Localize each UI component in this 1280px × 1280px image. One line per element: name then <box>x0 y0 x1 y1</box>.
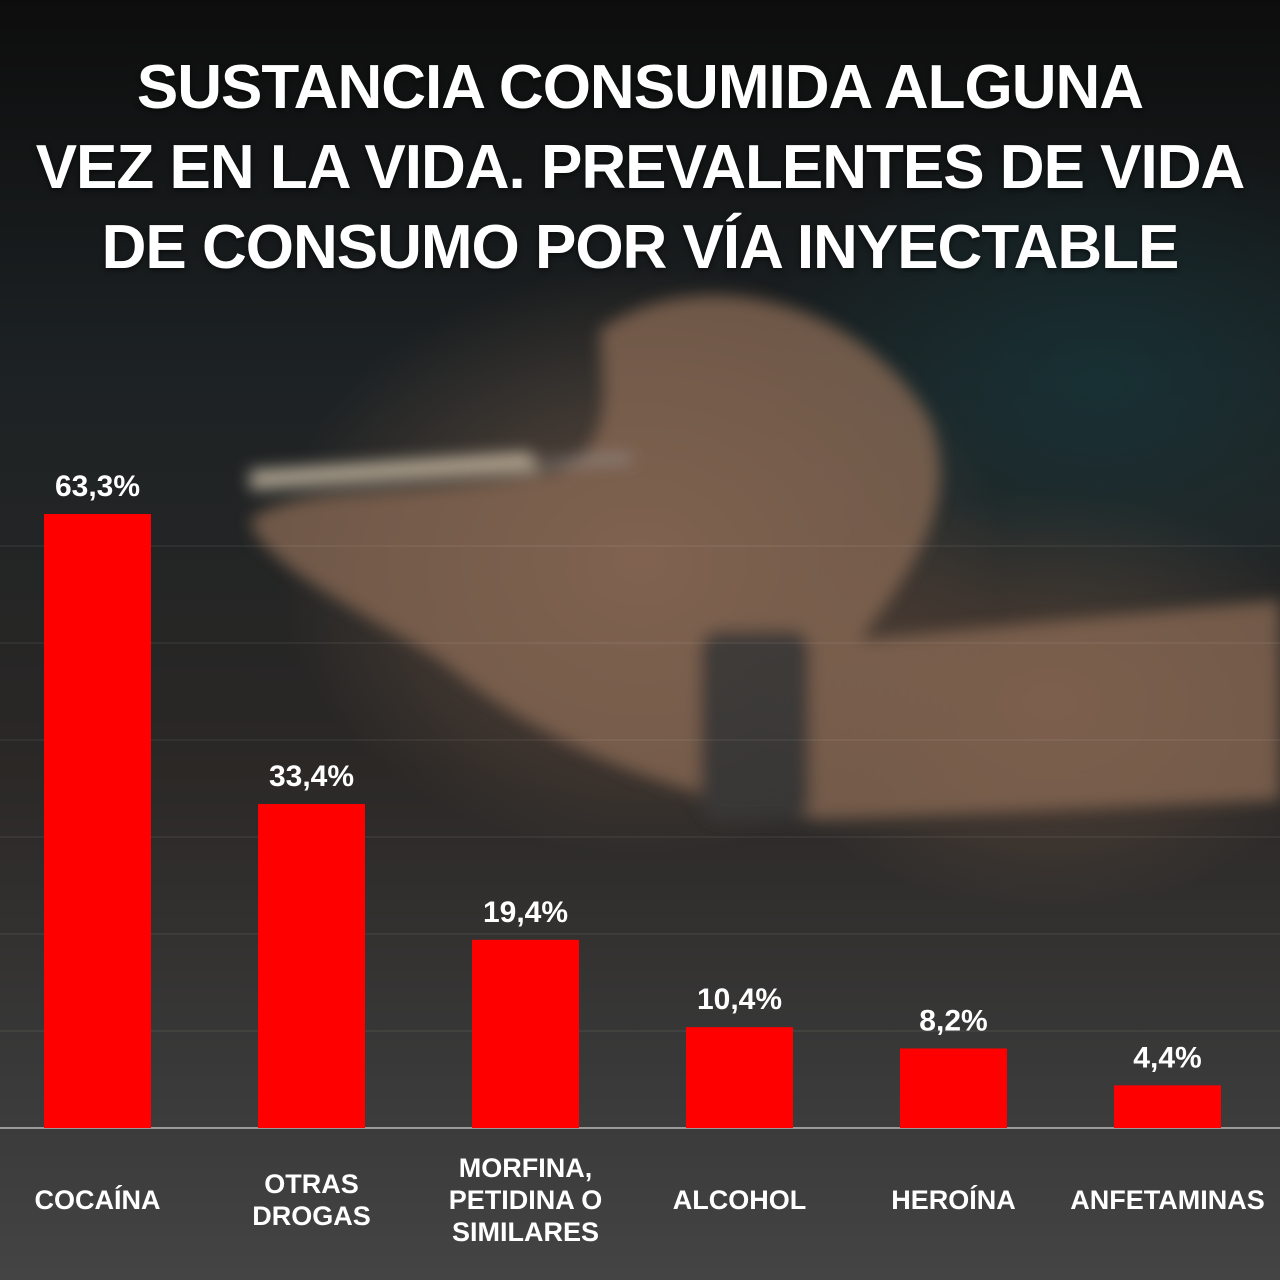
data-label: 63,3% <box>55 470 140 503</box>
title-line-3: DE CONSUMO POR VÍA INYECTABLE <box>101 213 1180 282</box>
category-label: ANFETAMINAS <box>1070 1185 1265 1215</box>
data-label: 19,4% <box>483 896 568 929</box>
chart-title: SUSTANCIA CONSUMIDA ALGUNA VEZ EN LA VID… <box>20 48 1260 288</box>
syringe-shape <box>250 452 540 490</box>
category-band <box>0 1128 1280 1280</box>
data-label: 4,4% <box>1133 1041 1201 1074</box>
title-line-2: VEZ EN LA VIDA. PREVALENTES DE VIDA <box>35 133 1246 202</box>
bar <box>686 1027 793 1128</box>
category-label: MORFINA, PETIDINA O SIMILARES <box>448 1153 603 1247</box>
category-label: HEROÍNA <box>891 1185 1016 1215</box>
bar <box>1114 1085 1221 1128</box>
arm-shape <box>250 295 1280 820</box>
category-label: COCAÍNA <box>34 1185 161 1215</box>
bar <box>472 939 579 1128</box>
data-label: 33,4% <box>269 760 354 793</box>
bar <box>258 804 365 1128</box>
category-label: OTRAS DROGAS <box>252 1169 371 1231</box>
data-label: 8,2% <box>919 1004 987 1037</box>
bar <box>900 1048 1007 1128</box>
data-label: 10,4% <box>697 983 782 1016</box>
wristwatch-shape <box>700 630 810 820</box>
title-line-1: SUSTANCIA CONSUMIDA ALGUNA <box>136 53 1144 122</box>
bar <box>44 514 151 1128</box>
category-label: ALCOHOL <box>672 1185 807 1215</box>
